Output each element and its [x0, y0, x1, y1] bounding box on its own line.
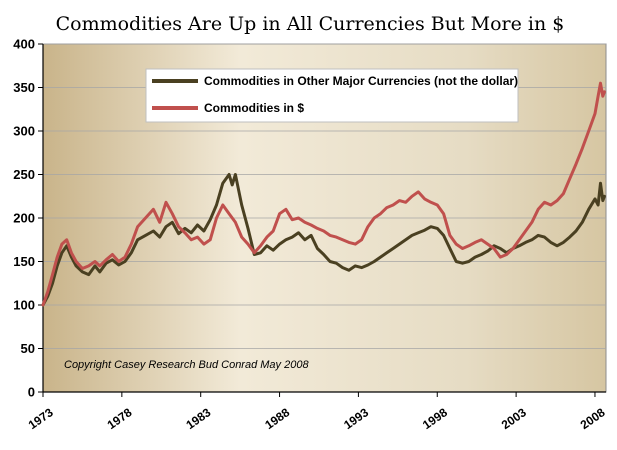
y-tick-label-100: 100 [13, 298, 35, 313]
y-tick-label-150: 150 [13, 254, 35, 269]
legend-label-other-currencies: Commodities in Other Major Currencies (n… [204, 74, 518, 88]
x-tick-label-2003: 2003 [499, 405, 529, 432]
x-tick-label-1983: 1983 [183, 405, 213, 432]
x-tick-label-1973: 1973 [26, 405, 56, 432]
series-line-dollar [41, 81, 606, 307]
y-tick-label-350: 350 [13, 80, 35, 95]
x-tick-label-1988: 1988 [262, 405, 292, 432]
x-tick-label-1993: 1993 [341, 405, 371, 432]
y-tick-label-200: 200 [13, 211, 35, 226]
y-axis: 0 50 100 150 200 250 300 350 400 [13, 37, 44, 400]
legend-box [145, 68, 519, 123]
x-axis: 1973 1978 1983 1988 1993 1998 2003 2008 [26, 391, 608, 432]
y-tick-label-50: 50 [21, 341, 35, 356]
x-tick-label-2008: 2008 [578, 405, 608, 432]
copyright-annotation: Copyright Casey Research Bud Conrad May … [64, 359, 309, 371]
legend: Commodities in Other Major Currencies (n… [145, 68, 519, 123]
series-lines [41, 81, 606, 307]
y-tick-label-300: 300 [13, 124, 35, 139]
x-tick-label-1978: 1978 [105, 405, 135, 432]
x-tick-label-1998: 1998 [420, 405, 450, 432]
y-tick-label-400: 400 [13, 37, 35, 52]
y-tick-label-0: 0 [28, 385, 35, 400]
series-line-other-currencies [41, 173, 606, 307]
legend-label-dollar: Commodities in $ [204, 101, 304, 115]
y-tick-label-250: 250 [13, 167, 35, 182]
chart-title: Commodities Are Up in All Currencies But… [56, 13, 565, 35]
